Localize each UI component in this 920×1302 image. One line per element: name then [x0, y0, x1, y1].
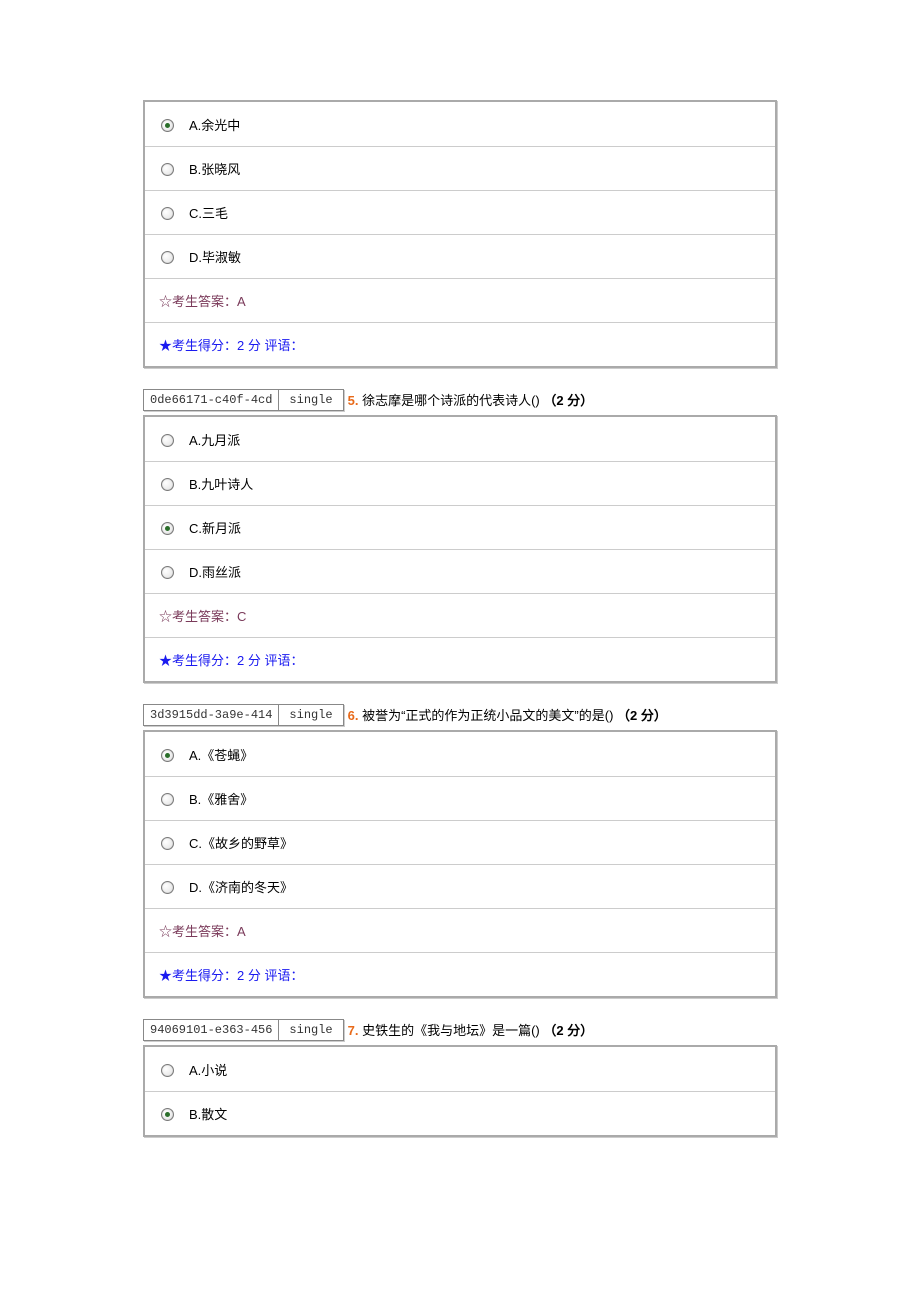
radio-selected-icon[interactable]	[161, 1108, 174, 1121]
option-label: A.九月派	[189, 417, 775, 461]
student-score-row: ★考生得分：2 分 评语：	[145, 637, 775, 681]
question-stem: 史铁生的《我与地坛》是一篇()	[358, 1023, 543, 1038]
option-row: D.毕淑敏	[145, 234, 775, 278]
option-label: A.余光中	[189, 102, 775, 146]
meta-type: single	[279, 1020, 342, 1040]
option-label: B.九叶诗人	[189, 461, 775, 505]
option-row: B.九叶诗人	[145, 461, 775, 505]
question-number: 5.	[348, 393, 359, 408]
student-answer-text: ☆考生答案：A	[145, 278, 775, 322]
question-number: 7.	[348, 1023, 359, 1038]
radio-selected-icon[interactable]	[161, 119, 174, 132]
meta-type: single	[279, 705, 342, 725]
options-table-q5: A.九月派 B.九叶诗人 C.新月派 D.雨丝派 ☆考生答案：C ★考生得分：2…	[143, 415, 777, 683]
student-answer-row: ☆考生答案：C	[145, 593, 775, 637]
question-meta-row: 94069101-e363-456 single 7. 史铁生的《我与地坛》是一…	[143, 1006, 777, 1041]
radio-unselected-icon[interactable]	[161, 434, 174, 447]
student-score-row: ★考生得分：2 分 评语：	[145, 322, 775, 366]
student-score-row: ★考生得分：2 分 评语：	[145, 952, 775, 996]
student-answer-row: ☆考生答案：A	[145, 278, 775, 322]
option-label: A.小说	[189, 1047, 775, 1091]
radio-unselected-icon[interactable]	[161, 251, 174, 264]
student-answer-text: ☆考生答案：A	[145, 908, 775, 952]
option-label: D.雨丝派	[189, 549, 775, 593]
option-row: A.《苍蝇》	[145, 732, 775, 776]
option-label: B.《雅舍》	[189, 776, 775, 820]
radio-unselected-icon[interactable]	[161, 163, 174, 176]
meta-boxes: 3d3915dd-3a9e-414 single	[143, 704, 344, 726]
question-text: 6. 被誉为“正式的作为正统小品文的美文”的是() （2 分）	[348, 691, 667, 726]
meta-id: 94069101-e363-456	[144, 1020, 279, 1040]
question-5: 0de66171-c40f-4cd single 5. 徐志摩是哪个诗派的代表诗…	[143, 376, 777, 683]
option-row: D.雨丝派	[145, 549, 775, 593]
student-score-text: ★考生得分：2 分 评语：	[145, 637, 775, 681]
option-row: B.张晓风	[145, 146, 775, 190]
option-row: C.《故乡的野草》	[145, 820, 775, 864]
question-stem: 被誉为“正式的作为正统小品文的美文”的是()	[358, 708, 617, 723]
option-label: D.《济南的冬天》	[189, 864, 775, 908]
option-row: A.九月派	[145, 417, 775, 461]
question-number: 6.	[348, 708, 359, 723]
options-table-q6: A.《苍蝇》 B.《雅舍》 C.《故乡的野草》 D.《济南的冬天》 ☆考生答案：…	[143, 730, 777, 998]
option-row: A.余光中	[145, 102, 775, 146]
radio-selected-icon[interactable]	[161, 522, 174, 535]
radio-unselected-icon[interactable]	[161, 207, 174, 220]
option-label: D.毕淑敏	[189, 234, 775, 278]
radio-unselected-icon[interactable]	[161, 837, 174, 850]
question-points: （2 分）	[617, 708, 667, 723]
options-table-q4: A.余光中 B.张晓风 C.三毛 D.毕淑敏 ☆考生答案：A ★考生得分：2 分…	[143, 100, 777, 368]
option-row: A.小说	[145, 1047, 775, 1091]
option-label: B.张晓风	[189, 146, 775, 190]
option-row: B.散文	[145, 1091, 775, 1135]
radio-selected-icon[interactable]	[161, 749, 174, 762]
question-text: 7. 史铁生的《我与地坛》是一篇() （2 分）	[348, 1006, 594, 1041]
question-6: 3d3915dd-3a9e-414 single 6. 被誉为“正式的作为正统小…	[143, 691, 777, 998]
option-label: C.新月派	[189, 505, 775, 549]
option-row: C.新月派	[145, 505, 775, 549]
option-label: B.散文	[189, 1091, 775, 1135]
question-points: （2 分）	[543, 1023, 593, 1038]
meta-id: 3d3915dd-3a9e-414	[144, 705, 279, 725]
radio-unselected-icon[interactable]	[161, 478, 174, 491]
question-meta-row: 3d3915dd-3a9e-414 single 6. 被誉为“正式的作为正统小…	[143, 691, 777, 726]
option-row: C.三毛	[145, 190, 775, 234]
meta-boxes: 94069101-e363-456 single	[143, 1019, 344, 1041]
question-text: 5. 徐志摩是哪个诗派的代表诗人() （2 分）	[348, 376, 594, 411]
meta-id: 0de66171-c40f-4cd	[144, 390, 279, 410]
question-points: （2 分）	[543, 393, 593, 408]
student-answer-text: ☆考生答案：C	[145, 593, 775, 637]
radio-unselected-icon[interactable]	[161, 793, 174, 806]
student-answer-row: ☆考生答案：A	[145, 908, 775, 952]
meta-boxes: 0de66171-c40f-4cd single	[143, 389, 344, 411]
option-row: B.《雅舍》	[145, 776, 775, 820]
option-label: C.三毛	[189, 190, 775, 234]
question-stem: 徐志摩是哪个诗派的代表诗人()	[358, 393, 543, 408]
question-4: A.余光中 B.张晓风 C.三毛 D.毕淑敏 ☆考生答案：A ★考生得分：2 分…	[143, 100, 777, 368]
student-score-text: ★考生得分：2 分 评语：	[145, 322, 775, 366]
options-table-q7: A.小说 B.散文	[143, 1045, 777, 1137]
option-label: C.《故乡的野草》	[189, 820, 775, 864]
question-7: 94069101-e363-456 single 7. 史铁生的《我与地坛》是一…	[143, 1006, 777, 1137]
radio-unselected-icon[interactable]	[161, 566, 174, 579]
radio-unselected-icon[interactable]	[161, 881, 174, 894]
radio-unselected-icon[interactable]	[161, 1064, 174, 1077]
meta-type: single	[279, 390, 342, 410]
option-row: D.《济南的冬天》	[145, 864, 775, 908]
question-meta-row: 0de66171-c40f-4cd single 5. 徐志摩是哪个诗派的代表诗…	[143, 376, 777, 411]
student-score-text: ★考生得分：2 分 评语：	[145, 952, 775, 996]
option-label: A.《苍蝇》	[189, 732, 775, 776]
